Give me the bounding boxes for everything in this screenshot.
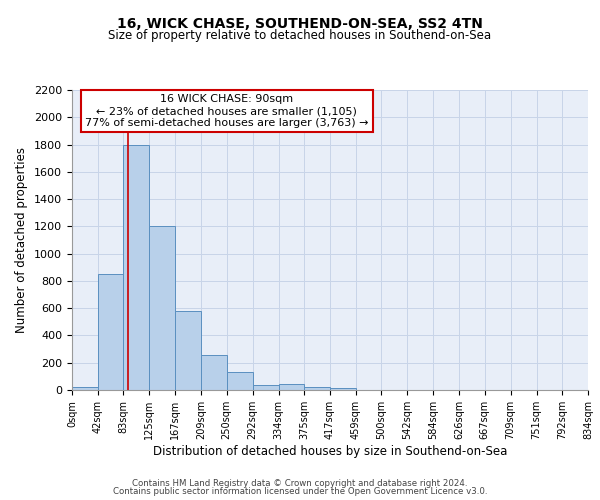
Bar bbox=[278, 384, 304, 390]
X-axis label: Distribution of detached houses by size in Southend-on-Sea: Distribution of detached houses by size … bbox=[153, 444, 507, 458]
Text: 16 WICK CHASE: 90sqm  
← 23% of detached houses are smaller (1,105)
77% of semi-: 16 WICK CHASE: 90sqm ← 23% of detached h… bbox=[85, 94, 368, 128]
Bar bbox=[253, 384, 278, 390]
Bar bbox=[202, 355, 227, 390]
Y-axis label: Number of detached properties: Number of detached properties bbox=[16, 147, 28, 333]
Text: Contains public sector information licensed under the Open Government Licence v3: Contains public sector information licen… bbox=[113, 487, 487, 496]
Text: Contains HM Land Registry data © Crown copyright and database right 2024.: Contains HM Land Registry data © Crown c… bbox=[132, 478, 468, 488]
Bar bbox=[304, 386, 330, 390]
Bar bbox=[98, 274, 124, 390]
Text: Size of property relative to detached houses in Southend-on-Sea: Size of property relative to detached ho… bbox=[109, 29, 491, 42]
Bar bbox=[330, 388, 356, 390]
Bar bbox=[227, 372, 253, 390]
Bar bbox=[149, 226, 175, 390]
Bar bbox=[175, 311, 202, 390]
Bar bbox=[72, 386, 98, 390]
Text: 16, WICK CHASE, SOUTHEND-ON-SEA, SS2 4TN: 16, WICK CHASE, SOUTHEND-ON-SEA, SS2 4TN bbox=[117, 18, 483, 32]
Bar bbox=[124, 144, 149, 390]
